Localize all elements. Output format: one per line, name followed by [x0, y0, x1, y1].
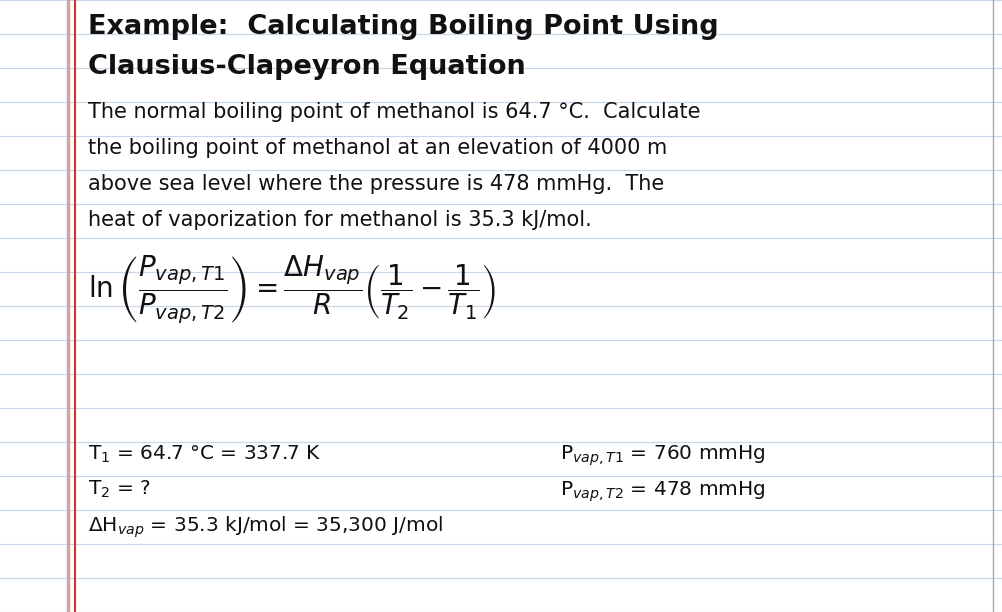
Text: Clausius-Clapeyron Equation: Clausius-Clapeyron Equation — [88, 54, 525, 80]
Text: T$_2$ = ?: T$_2$ = ? — [88, 479, 150, 500]
Text: Example:  Calculating Boiling Point Using: Example: Calculating Boiling Point Using — [88, 14, 717, 40]
Text: P$_{vap,T1}$ = 760 mmHg: P$_{vap,T1}$ = 760 mmHg — [559, 444, 765, 469]
Text: the boiling point of methanol at an elevation of 4000 m: the boiling point of methanol at an elev… — [88, 138, 666, 158]
Text: $\ln \left(\dfrac{P_{vap,T1}}{P_{vap,T2}}\right) = \dfrac{\Delta H_{vap}}{R} \le: $\ln \left(\dfrac{P_{vap,T1}}{P_{vap,T2}… — [88, 254, 495, 326]
Text: The normal boiling point of methanol is 64.7 °C.  Calculate: The normal boiling point of methanol is … — [88, 102, 699, 122]
Text: P$_{vap,T2}$ = 478 mmHg: P$_{vap,T2}$ = 478 mmHg — [559, 479, 765, 504]
Text: T$_1$ = 64.7 °C = 337.7 K: T$_1$ = 64.7 °C = 337.7 K — [88, 444, 321, 465]
Text: ΔH$_{vap}$ = 35.3 kJ/mol = 35,300 J/mol: ΔH$_{vap}$ = 35.3 kJ/mol = 35,300 J/mol — [88, 515, 443, 540]
Text: heat of vaporization for methanol is 35.3 kJ/mol.: heat of vaporization for methanol is 35.… — [88, 210, 591, 230]
Text: above sea level where the pressure is 478 mmHg.  The: above sea level where the pressure is 47… — [88, 174, 663, 194]
